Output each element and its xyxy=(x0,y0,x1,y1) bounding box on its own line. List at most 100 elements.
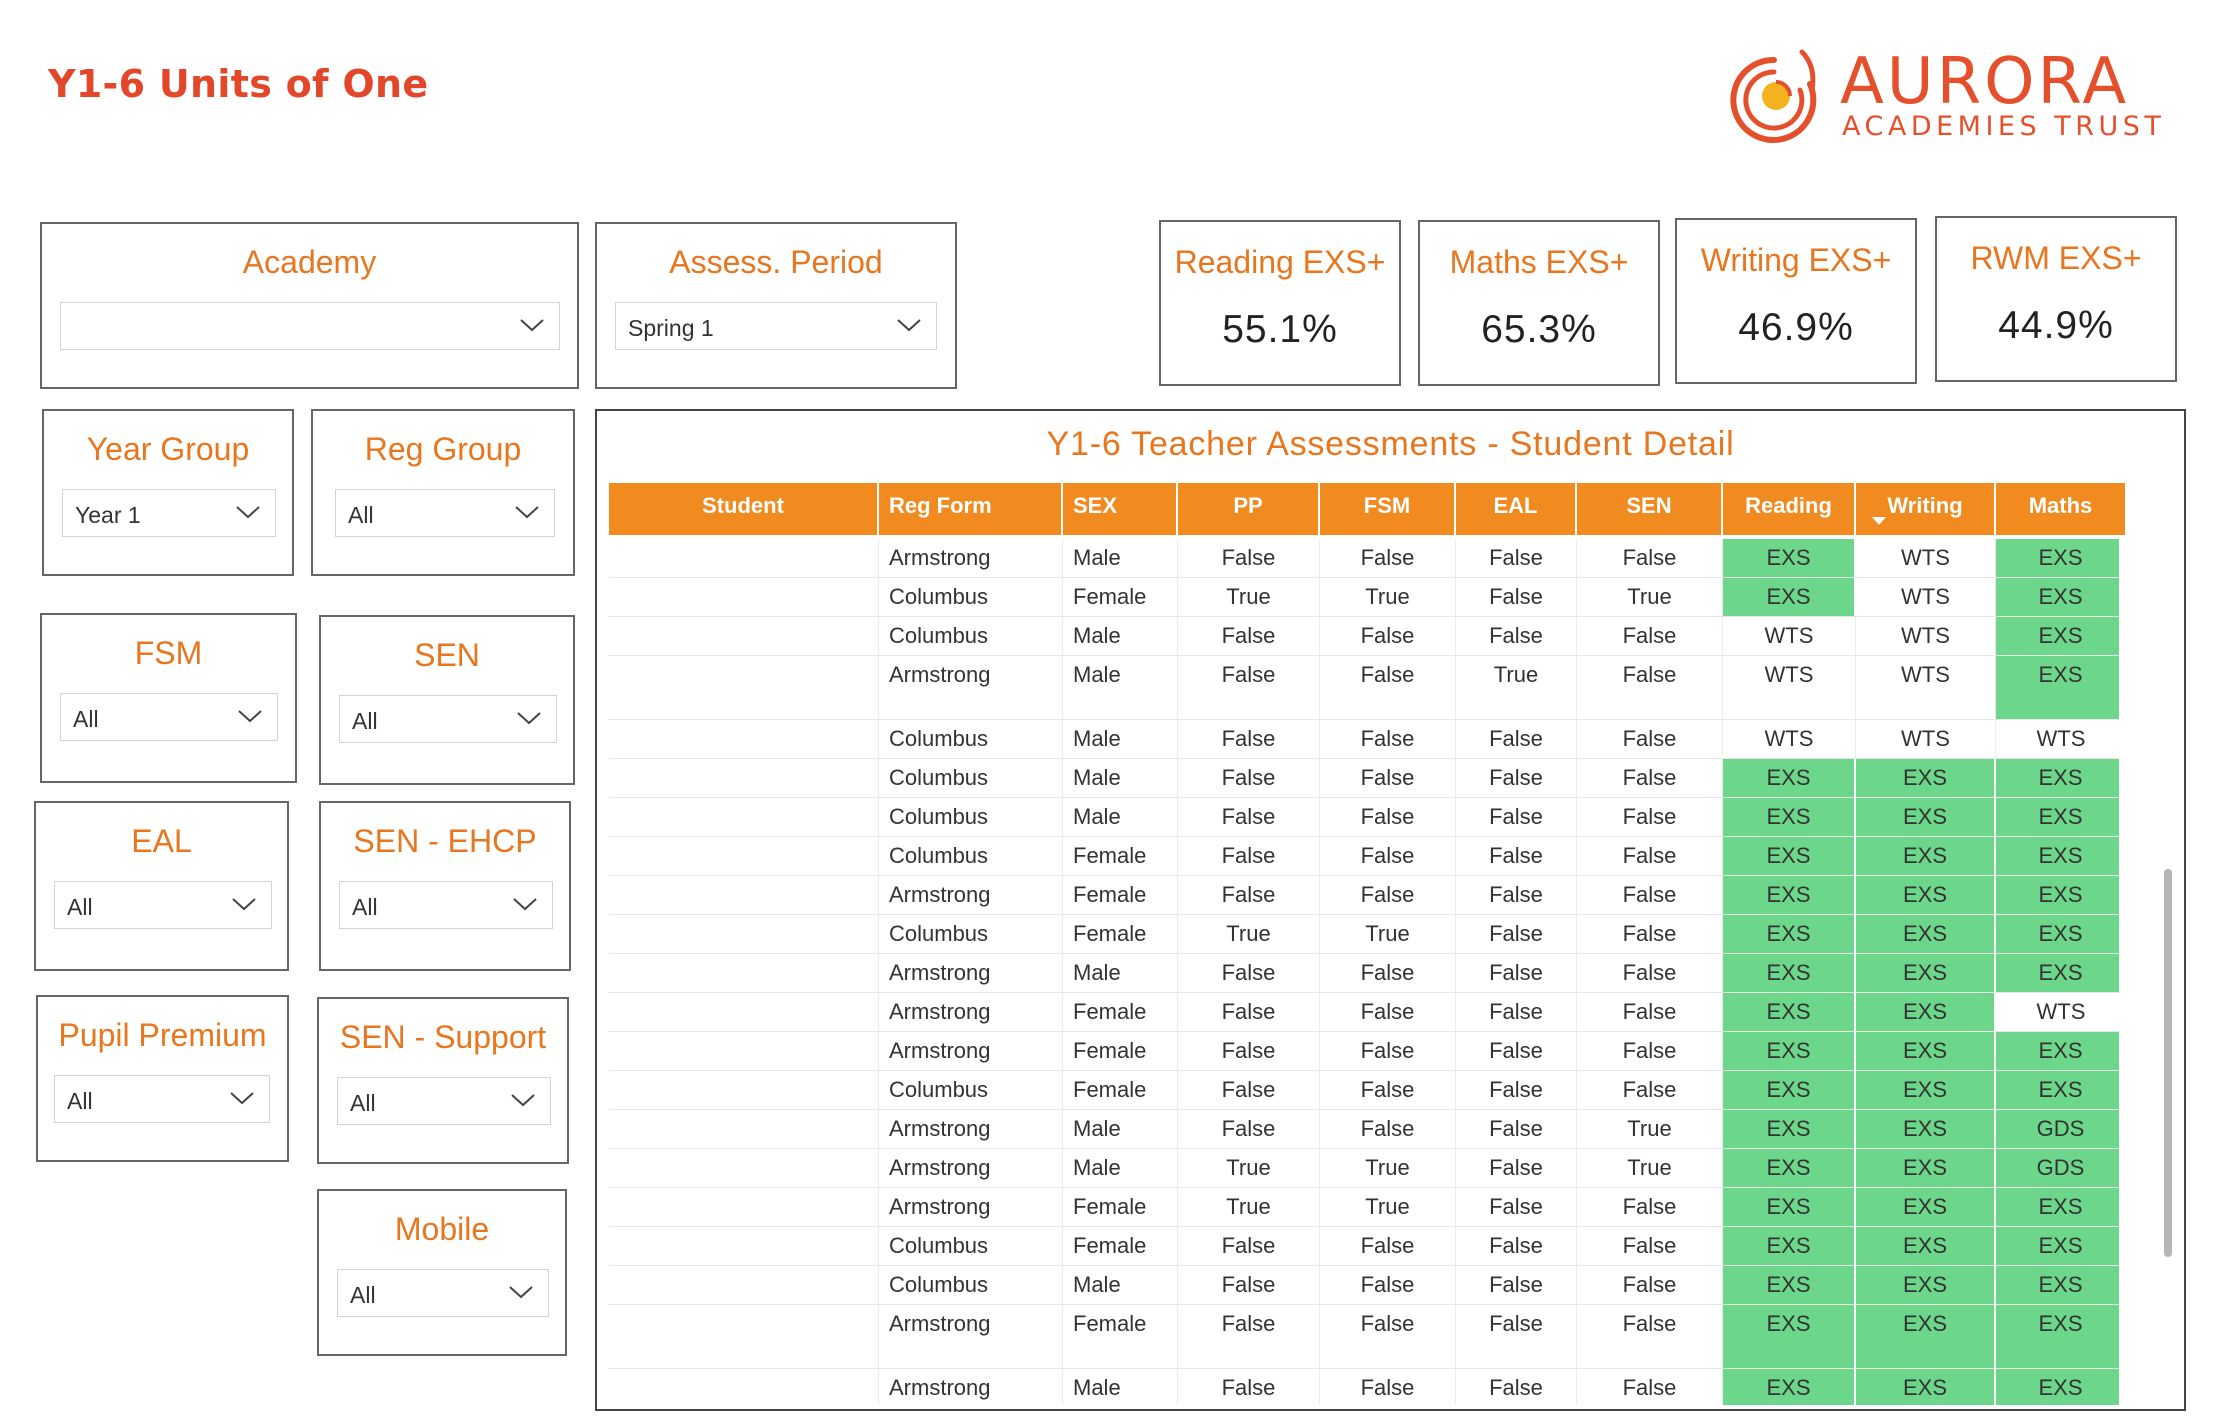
column-header-sex[interactable]: SEX xyxy=(1063,483,1178,535)
cell-fsm: False xyxy=(1320,617,1456,655)
table-row[interactable]: Armstrong Female False False False False EXS EX… xyxy=(609,876,2119,915)
cell-pp: False xyxy=(1178,1110,1320,1148)
table-row[interactable]: Armstrong Male False False False False EXS EXS E… xyxy=(609,1369,2119,1405)
cell-student xyxy=(609,720,879,758)
academy-dropdown[interactable] xyxy=(60,302,560,350)
cell-eal: False xyxy=(1456,1149,1577,1187)
cell-student xyxy=(609,954,879,992)
eal-dropdown[interactable]: All xyxy=(54,881,272,929)
cell-sex: Male xyxy=(1063,656,1178,719)
sen-label: SEN xyxy=(414,637,480,673)
writing-exs-value: 46.9% xyxy=(1738,306,1854,349)
table-row[interactable]: Armstrong Male False False True False WTS WTS EX… xyxy=(609,656,2119,720)
table-row[interactable]: Columbus Female False False False False EXS EXS… xyxy=(609,837,2119,876)
table-title: Y1-6 Teacher Assessments - Student Detai… xyxy=(1046,425,1735,463)
cell-writing: EXS xyxy=(1856,1188,1996,1226)
vertical-scrollbar[interactable] xyxy=(2164,869,2172,1257)
table-row[interactable]: Columbus Female False False False False EXS EXS… xyxy=(609,1227,2119,1266)
cell-pp: False xyxy=(1178,720,1320,758)
cell-student xyxy=(609,656,879,719)
sen-value: All xyxy=(352,708,378,734)
cell-writing: EXS xyxy=(1856,759,1996,797)
cell-reading: EXS xyxy=(1723,1149,1856,1187)
sen-ehcp-dropdown[interactable]: All xyxy=(339,881,553,929)
cell-reg-form: Columbus xyxy=(879,759,1063,797)
sen-support-dropdown[interactable]: All xyxy=(337,1077,551,1125)
cell-reading: EXS xyxy=(1723,1227,1856,1265)
cell-sen: False xyxy=(1577,617,1723,655)
table-row[interactable]: Armstrong Female False False False False EXS EX… xyxy=(609,993,2119,1032)
column-header-reading[interactable]: Reading xyxy=(1723,483,1856,535)
cell-eal: False xyxy=(1456,1227,1577,1265)
fsm-dropdown[interactable]: All xyxy=(60,693,278,741)
table-row[interactable]: Columbus Male False False False False EXS EXS EX… xyxy=(609,1266,2119,1305)
cell-writing: EXS xyxy=(1856,1149,1996,1187)
cell-sen: False xyxy=(1577,993,1723,1031)
year-group-dropdown[interactable]: Year 1 xyxy=(62,489,276,537)
table-row[interactable]: Columbus Male False False False False EXS EXS EX… xyxy=(609,798,2119,837)
cell-fsm: False xyxy=(1320,720,1456,758)
sen-slicer: SEN All xyxy=(319,615,575,785)
table-row[interactable]: Armstrong Male False False False False EXS WTS E… xyxy=(609,539,2119,578)
cell-eal: False xyxy=(1456,798,1577,836)
cell-fsm: True xyxy=(1320,578,1456,616)
chevron-down-icon xyxy=(520,319,544,332)
table-body[interactable]: Armstrong Male False False False False EXS WTS E… xyxy=(609,539,2119,1405)
cell-pp: False xyxy=(1178,837,1320,875)
table-row[interactable]: Armstrong Male False False False False EXS EXS E… xyxy=(609,954,2119,993)
table-row[interactable]: Armstrong Male False False False True EXS EXS GD… xyxy=(609,1110,2119,1149)
cell-eal: False xyxy=(1456,876,1577,914)
cell-eal: False xyxy=(1456,539,1577,577)
column-header-sen[interactable]: SEN xyxy=(1577,483,1723,535)
chevron-down-icon xyxy=(230,1092,254,1105)
table-row[interactable]: Armstrong Female False False False False EXS EX… xyxy=(609,1305,2119,1369)
table-row[interactable]: Columbus Female False False False False EXS EXS… xyxy=(609,1071,2119,1110)
table-row[interactable]: Armstrong Male True True False True EXS EXS GDS xyxy=(609,1149,2119,1188)
mobile-dropdown[interactable]: All xyxy=(337,1269,549,1317)
cell-fsm: False xyxy=(1320,656,1456,719)
chevron-down-icon xyxy=(517,712,541,725)
cell-student xyxy=(609,1227,879,1265)
reg-group-slicer: Reg Group All xyxy=(311,409,575,576)
writing-exs-card: Writing EXS+ 46.9% xyxy=(1675,218,1917,384)
table-row[interactable]: Armstrong Female False False False False EXS EX… xyxy=(609,1032,2119,1071)
cell-reading: EXS xyxy=(1723,915,1856,953)
sen-dropdown[interactable]: All xyxy=(339,695,557,743)
column-header-fsm[interactable]: FSM xyxy=(1320,483,1456,535)
eal-slicer: EAL All xyxy=(34,801,289,971)
table-row[interactable]: Columbus Male False False False False WTS WTS WT… xyxy=(609,720,2119,759)
table-row[interactable]: Columbus Male False False False False WTS WTS EX… xyxy=(609,617,2119,656)
reg-group-dropdown[interactable]: All xyxy=(335,489,555,537)
column-header-reg-form[interactable]: Reg Form xyxy=(879,483,1063,535)
assess-period-dropdown[interactable]: Spring 1 xyxy=(615,302,937,350)
column-header-eal[interactable]: EAL xyxy=(1456,483,1577,535)
cell-reg-form: Columbus xyxy=(879,617,1063,655)
cell-reg-form: Armstrong xyxy=(879,1305,1063,1368)
cell-maths: EXS xyxy=(1996,876,2119,914)
cell-reg-form: Armstrong xyxy=(879,993,1063,1031)
table-row[interactable]: Columbus Female True True False True EXS WTS EXS xyxy=(609,578,2119,617)
column-header-writing[interactable]: Writing xyxy=(1856,483,1996,535)
cell-pp: False xyxy=(1178,1369,1320,1405)
table-row[interactable]: Columbus Female True True False False EXS EXS EX… xyxy=(609,915,2119,954)
assess-period-label: Assess. Period xyxy=(669,244,883,280)
cell-pp: False xyxy=(1178,759,1320,797)
cell-reading: EXS xyxy=(1723,1110,1856,1148)
cell-student xyxy=(609,1110,879,1148)
cell-sen: False xyxy=(1577,1032,1723,1070)
cell-student xyxy=(609,539,879,577)
cell-maths: EXS xyxy=(1996,1369,2119,1405)
column-header-maths[interactable]: Maths xyxy=(1996,483,2127,535)
table-row[interactable]: Columbus Male False False False False EXS EXS EX… xyxy=(609,759,2119,798)
cell-eal: False xyxy=(1456,1305,1577,1368)
column-header-student[interactable]: Student xyxy=(609,483,879,535)
pupil-premium-dropdown[interactable]: All xyxy=(54,1075,270,1123)
cell-fsm: False xyxy=(1320,1369,1456,1405)
table-row[interactable]: Armstrong Female True True False False EXS EXS E… xyxy=(609,1188,2119,1227)
cell-sen: False xyxy=(1577,539,1723,577)
cell-reg-form: Columbus xyxy=(879,798,1063,836)
cell-pp: True xyxy=(1178,1149,1320,1187)
cell-reg-form: Columbus xyxy=(879,1227,1063,1265)
column-header-pp[interactable]: PP xyxy=(1178,483,1320,535)
cell-sen: False xyxy=(1577,1188,1723,1226)
